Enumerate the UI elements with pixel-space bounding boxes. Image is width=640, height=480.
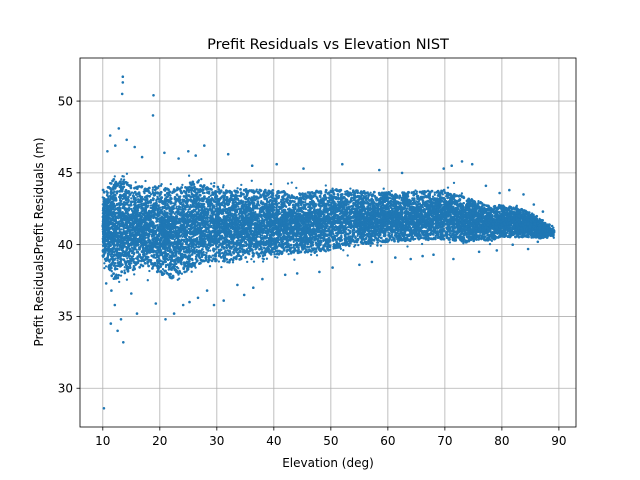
data-point	[136, 195, 139, 198]
data-point	[286, 182, 290, 185]
data-point	[210, 182, 213, 185]
data-point	[433, 191, 436, 194]
data-point	[125, 278, 129, 281]
data-point	[379, 244, 383, 247]
data-point	[147, 236, 150, 239]
data-point	[324, 184, 327, 187]
data-point	[433, 193, 436, 196]
data-point	[293, 258, 296, 261]
data-point	[276, 256, 279, 259]
data-point	[261, 260, 265, 263]
data-point	[123, 266, 126, 269]
data-point	[315, 254, 319, 257]
data-point	[252, 260, 256, 263]
data-point	[420, 242, 424, 246]
data-point	[236, 187, 239, 190]
data-point	[116, 259, 119, 262]
data-point	[144, 179, 147, 183]
data-point	[181, 183, 184, 187]
data-point	[151, 188, 154, 192]
data-point	[267, 196, 271, 199]
data-point	[382, 187, 385, 190]
data-point	[104, 265, 108, 268]
data-point	[116, 209, 120, 212]
data-point	[342, 249, 345, 252]
data-point	[272, 251, 276, 254]
data-point	[231, 261, 235, 264]
data-point	[240, 183, 243, 187]
data-point	[157, 257, 161, 260]
chart-title: Prefit Residuals vs Elevation NIST	[207, 37, 449, 53]
data-point	[273, 253, 276, 256]
data-point	[207, 195, 211, 199]
data-point	[287, 252, 290, 256]
data-point	[347, 203, 350, 206]
data-point	[327, 196, 330, 200]
data-point	[357, 243, 360, 247]
data-point	[460, 192, 464, 195]
data-point	[221, 186, 225, 189]
data-point	[190, 270, 193, 273]
data-point	[446, 186, 450, 189]
data-points	[101, 75, 556, 410]
data-point	[330, 213, 333, 216]
data-point	[247, 196, 251, 200]
data-point	[134, 181, 137, 184]
data-point	[209, 249, 212, 252]
data-point	[319, 214, 323, 218]
data-point	[161, 268, 165, 271]
data-point	[157, 185, 161, 188]
